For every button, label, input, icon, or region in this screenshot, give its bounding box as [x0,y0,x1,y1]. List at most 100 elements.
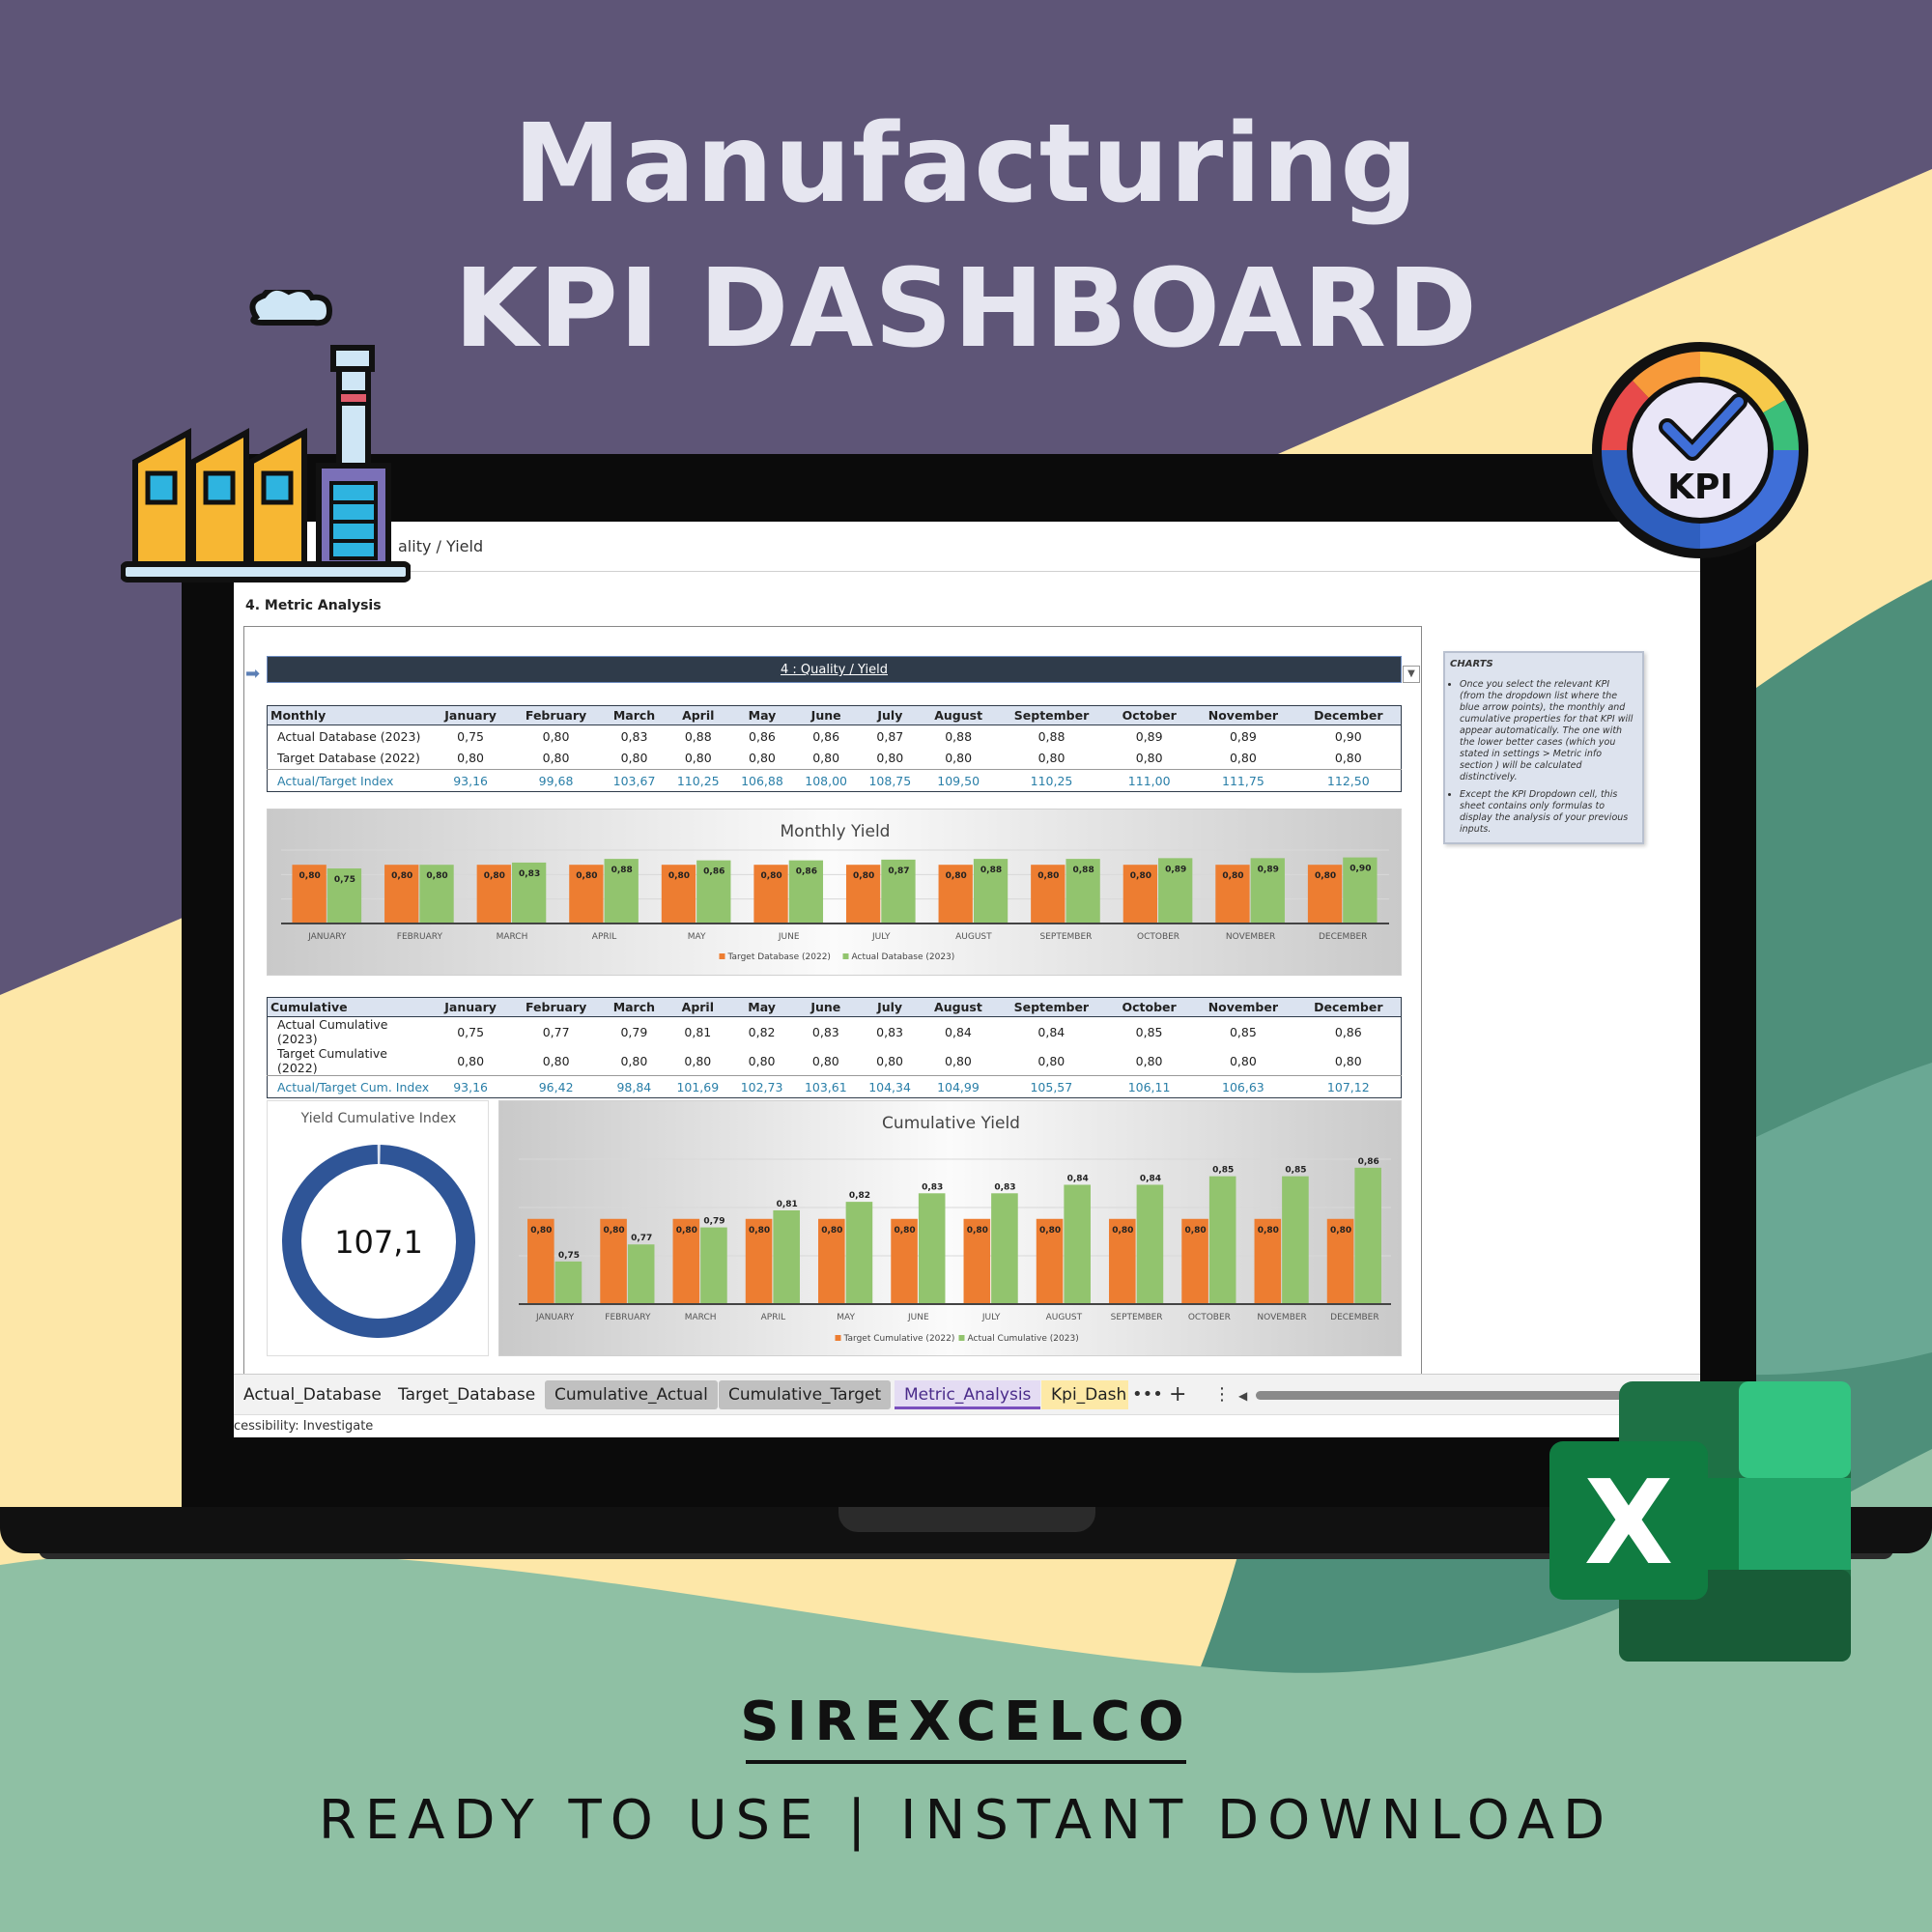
table-cell[interactable]: 107,12 [1295,1075,1402,1098]
table-cell[interactable]: 0,83 [811,1024,839,1039]
table-cell[interactable]: 109,50 [922,769,995,792]
table-cell[interactable]: 0,80 [542,1053,570,1068]
table-cell[interactable]: 0,75 [457,1024,485,1039]
table-cell[interactable]: 108,75 [858,769,923,792]
row-label[interactable]: Actual/Target Cum. Index [267,1075,432,1098]
table-cell[interactable]: 110,25 [994,769,1109,792]
table-cell[interactable]: 0,80 [457,751,484,766]
table-cell[interactable]: 93,16 [431,1075,510,1098]
table-cell[interactable]: 0,80 [684,1053,712,1068]
table-cell[interactable]: 0,79 [620,1024,648,1039]
table-header-cell: September [994,997,1109,1017]
table-cell[interactable]: 0,83 [620,728,648,744]
tab-metric-analysis[interactable]: Metric_Analysis [895,1380,1041,1409]
tab-actual-database[interactable]: Actual_Database [243,1385,382,1405]
table-cell[interactable]: 0,80 [1334,1053,1362,1068]
table-cell[interactable]: 0,80 [1135,751,1163,766]
sheet-menu-icon[interactable]: ⋮ [1213,1384,1231,1405]
table-cell[interactable]: 0,86 [1334,1024,1362,1039]
table-cell[interactable]: 106,88 [729,769,795,792]
table-cell[interactable]: 111,75 [1190,769,1296,792]
formula-bar[interactable]: ality / Yield [234,522,1700,572]
tab-cumulative-target[interactable]: Cumulative_Target [719,1380,892,1409]
table-cell[interactable]: 0,80 [542,728,570,744]
horizontal-scrollbar[interactable] [1256,1391,1642,1400]
table-cell[interactable]: 0,88 [1037,728,1065,744]
table-cell[interactable]: 0,80 [1229,1053,1257,1068]
table-cell[interactable]: 0,80 [1037,1053,1065,1068]
table-cell[interactable]: 0,80 [945,1053,972,1068]
scroll-left-icon[interactable]: ◀ [1238,1389,1248,1403]
table-cell[interactable]: 0,80 [945,751,973,766]
table-cell[interactable]: 0,80 [811,1053,839,1068]
kpi-gauge-icon: KPI [1592,342,1808,558]
table-cell[interactable]: 0,80 [876,1053,903,1068]
table-cell[interactable]: 104,99 [922,1075,995,1098]
tab-target-database[interactable]: Target_Database [398,1385,536,1405]
table-cell[interactable]: 0,87 [876,728,904,744]
bar [327,868,362,923]
tab-cumulative-actual[interactable]: Cumulative_Actual [545,1380,718,1409]
table-cell[interactable]: 0,89 [1135,728,1163,744]
table-cell[interactable]: 96,42 [509,1075,603,1098]
table-cell[interactable]: 106,11 [1108,1075,1191,1098]
worksheet[interactable]: 4. Metric Analysis ➡ 4 : Quality / Yield… [234,572,1700,1379]
table-cell[interactable]: 0,90 [1334,728,1362,744]
table-cell[interactable]: 93,16 [431,769,510,792]
table-cell[interactable]: 0,80 [1135,1053,1163,1068]
table-cell[interactable]: 108,00 [794,769,859,792]
table-cell[interactable]: 111,00 [1108,769,1191,792]
table-cell[interactable]: 106,63 [1190,1075,1296,1098]
table-cell[interactable]: 99,68 [509,769,603,792]
table-cell[interactable]: 0,84 [1037,1024,1065,1039]
table-cell[interactable]: 0,80 [1334,751,1362,766]
add-sheet-icon[interactable]: + [1169,1382,1187,1406]
table-cell[interactable]: 98,84 [602,1075,667,1098]
table-cell[interactable]: 0,82 [748,1024,776,1039]
table-cell[interactable]: 0,86 [812,728,840,744]
table-cell[interactable]: 0,80 [620,1053,648,1068]
table-cell[interactable]: 0,89 [1229,728,1257,744]
table-cell[interactable]: 0,80 [1229,751,1257,766]
table-cell[interactable]: 0,80 [542,751,570,766]
table-cell[interactable]: 0,80 [684,751,712,766]
table-cell[interactable]: 0,85 [1229,1024,1257,1039]
table-cell[interactable]: 0,80 [1037,751,1065,766]
row-label[interactable]: Actual Database (2023) [277,728,421,744]
chevron-down-icon[interactable]: ▼ [1403,666,1420,683]
row-label[interactable]: Actual Cumulative (2023) [277,1017,388,1046]
row-label[interactable]: Target Cumulative (2022) [277,1046,387,1075]
table-cell[interactable]: 0,88 [684,728,712,744]
table-cell[interactable]: 101,69 [666,1075,730,1098]
table-cell[interactable]: 0,80 [749,751,776,766]
table-cell[interactable]: 0,85 [1135,1024,1163,1039]
bar [973,859,1009,923]
kpi-dropdown-cell[interactable]: 4 : Quality / Yield [267,656,1402,683]
table-cell[interactable]: 0,83 [876,1024,903,1039]
table-cell[interactable]: 0,80 [457,1053,485,1068]
table-cell[interactable]: 0,80 [620,751,648,766]
accessibility-status[interactable]: cessibility: Investigate [234,1419,374,1434]
table-cell[interactable]: 0,88 [945,728,973,744]
row-label[interactable]: Actual/Target Index [267,769,432,792]
table-cell[interactable]: 0,84 [945,1024,972,1039]
table-cell[interactable]: 0,81 [684,1024,712,1039]
table-cell[interactable]: 112,50 [1295,769,1402,792]
table-cell[interactable]: 0,86 [749,728,776,744]
table-cell[interactable]: 105,57 [994,1075,1109,1098]
cumulative-yield-chart: Cumulative Yield 0,80 0,75 JANUARY 0,80 0,77 F… [498,1100,1402,1356]
table-cell[interactable]: 0,75 [457,728,484,744]
table-cell[interactable]: 104,34 [857,1075,923,1098]
table-cell[interactable]: 102,73 [729,1075,794,1098]
table-cell[interactable]: 0,77 [542,1024,570,1039]
row-label[interactable]: Target Database (2022) [277,751,420,766]
tab-kpi-dashboard[interactable]: Kpi_Dash [1041,1380,1128,1409]
table-cell[interactable]: 110,25 [666,769,730,792]
data-label: 0,85 [1285,1166,1306,1176]
table-cell[interactable]: 103,61 [793,1075,858,1098]
table-cell[interactable]: 0,80 [748,1053,776,1068]
table-cell[interactable]: 103,67 [602,769,667,792]
table-cell[interactable]: 0,80 [876,751,904,766]
more-tabs-icon[interactable]: ••• [1132,1384,1163,1405]
table-cell[interactable]: 0,80 [812,751,840,766]
